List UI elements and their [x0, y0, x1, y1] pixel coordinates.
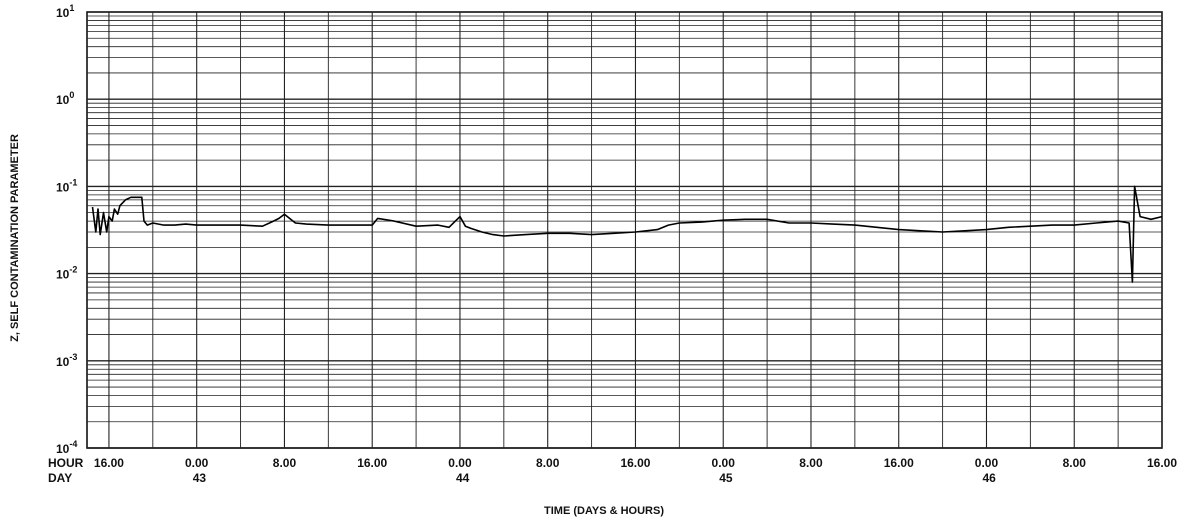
day-tick-label: 45 — [719, 471, 733, 485]
hour-tick-label: 8.00 — [799, 456, 823, 470]
y-tick-label: 100 — [56, 90, 74, 107]
hour-tick-label: 0.00 — [185, 456, 209, 470]
hour-tick-label: 8.00 — [1063, 456, 1087, 470]
y-axis-title: Z, SELF CONTAMINATION PARAMETER — [9, 134, 21, 342]
y-tick-label: 10-3 — [56, 352, 77, 369]
hour-tick-label: 0.00 — [712, 456, 736, 470]
series-line — [91, 185, 1163, 283]
plot-frame — [86, 11, 1163, 449]
hour-tick-label: 16.00 — [94, 456, 124, 470]
y-tick-labels: 101 100 10-1 10-2 10-3 10-4 — [56, 3, 77, 456]
hour-tick-label: 0.00 — [448, 456, 472, 470]
x-axis-title: TIME (DAYS & HOURS) — [544, 505, 664, 517]
hour-tick-label: 8.00 — [536, 456, 560, 470]
hour-tick-label: 8.00 — [273, 456, 297, 470]
hour-row-label: HOUR — [48, 456, 84, 470]
grid — [86, 11, 1163, 449]
hour-tick-label: 16.00 — [620, 456, 650, 470]
day-tick-label: 43 — [193, 471, 207, 485]
hour-tick-label: 16.00 — [357, 456, 387, 470]
y-tick-label: 10-4 — [56, 439, 77, 456]
day-tick-label: 44 — [456, 471, 470, 485]
hour-tick-label: 16.00 — [884, 456, 914, 470]
y-tick-label: 10-2 — [56, 265, 77, 282]
y-tick-label: 10-1 — [56, 177, 77, 194]
hour-tick-label: 0.00 — [975, 456, 999, 470]
y-tick-label: 101 — [56, 3, 74, 20]
day-tick-label: 46 — [982, 471, 996, 485]
x-tick-labels: 16.00 0.00 8.00 16.00 0.00 8.00 16.00 0.00 8.00 1… — [94, 456, 1177, 485]
day-row-label: DAY — [48, 471, 72, 485]
series-layer — [91, 185, 1163, 283]
hour-tick-label: 16.00 — [1147, 456, 1177, 470]
